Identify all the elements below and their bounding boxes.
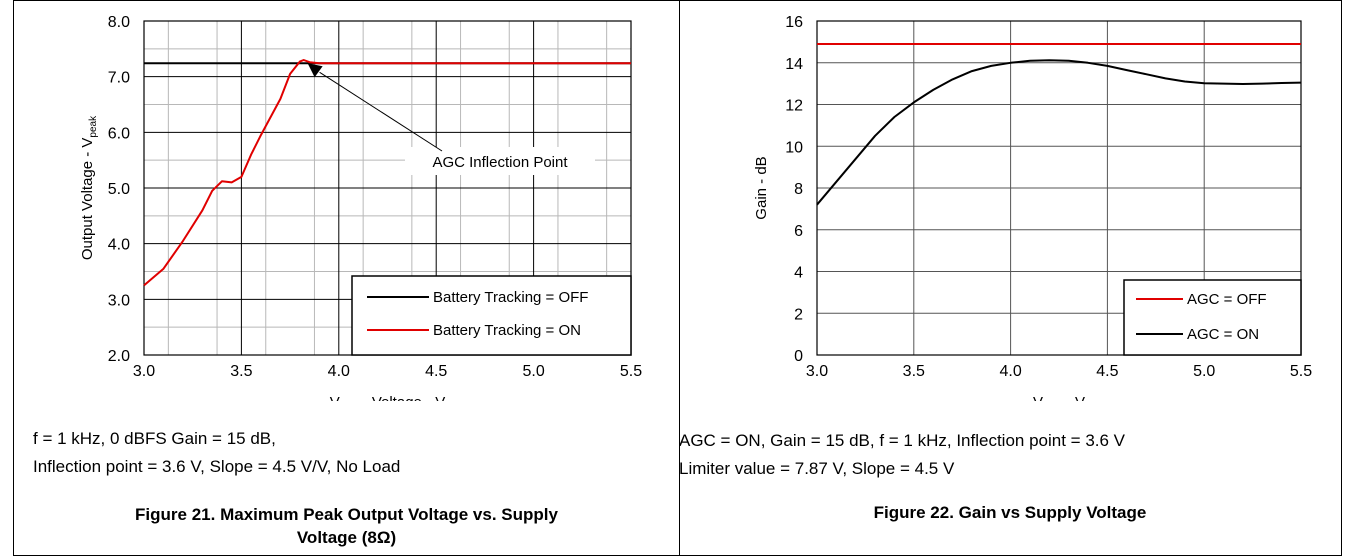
x-tick-label: 3.0: [133, 363, 155, 380]
annotation-leader: [319, 71, 443, 152]
y-tick-label: 8.0: [108, 14, 130, 31]
figure-21-conditions-line2: Inflection point = 3.6 V, Slope = 4.5 V/…: [33, 457, 401, 476]
chart-gain: 3.0 3.5 4.0 4.5 5.0 5.5 0 2 4 6 8 10 12 14 16 VBAT - V G…: [753, 14, 1312, 401]
x-tick-label: 4.0: [328, 363, 350, 380]
y-tick-label: 6.0: [108, 125, 130, 142]
y-tick-label: 12: [785, 98, 803, 115]
x-tick-label: 3.5: [230, 363, 252, 380]
x-tick-label: 5.5: [620, 363, 642, 380]
legend-label-1: AGC = OFF: [1187, 291, 1267, 308]
y-axis-label: Output Voltage - Vpeak: [79, 115, 99, 260]
y-tick-label: 4: [794, 265, 803, 282]
legend-box: [1123, 279, 1302, 356]
figure-21-panel: 3.03.54.04.55.05.52.03.04.05.06.07.08.0V…: [13, 0, 680, 556]
y-tick-label: 16: [785, 14, 803, 31]
y-tick-label: 6: [794, 223, 803, 240]
figure-22-caption: Figure 22. Gain vs Supply Voltage: [873, 503, 1147, 522]
legend-label-1: Battery Tracking = OFF: [433, 289, 588, 306]
figure-22-conditions-line1: AGC = ON, Gain = 15 dB, f = 1 kHz, Infle…: [679, 431, 1126, 450]
x-tick-label: 4.5: [1096, 363, 1118, 380]
y-tick-label: 2.0: [108, 348, 130, 365]
x-tick-label: 5.0: [522, 363, 544, 380]
series-line-2: [816, 59, 1302, 206]
figure-21-caption-line1: Figure 21. Maximum Peak Output Voltage v…: [135, 505, 558, 524]
series-line-2: [143, 59, 631, 287]
x-axis-label: VBAT - Voltage - V: [330, 394, 445, 401]
chart-output-voltage: 3.03.54.04.55.05.52.03.04.05.06.07.08.0V…: [79, 14, 642, 401]
y-tick-label: 7.0: [108, 70, 130, 87]
y-tick-label: 2: [794, 306, 803, 323]
annotation-arrowhead: [307, 63, 323, 78]
y-axis-label: Gain - dB: [753, 156, 770, 219]
y-tick-label: 10: [785, 139, 803, 156]
annotation-background: [405, 147, 595, 175]
y-tick-label: 0: [794, 348, 803, 365]
annotation-label: AGC Inflection Point: [432, 154, 568, 171]
legend-label-2: AGC = ON: [1187, 326, 1259, 343]
y-tick-label: 8: [794, 181, 803, 198]
figure-21-caption-line2: Voltage (8Ω): [296, 528, 397, 547]
legend-label-2: Battery Tracking = ON: [433, 322, 581, 339]
x-tick-label: 4.5: [425, 363, 447, 380]
figure-22-conditions-line2: Limiter value = 7.87 V, Slope = 4.5 V: [679, 459, 955, 478]
y-tick-label: 5.0: [108, 181, 130, 198]
plot-frame: [816, 20, 1302, 356]
y-tick-label: 4.0: [108, 237, 130, 254]
x-tick-label: 4.0: [999, 363, 1021, 380]
x-tick-label: 5.5: [1290, 363, 1312, 380]
y-tick-label: 14: [785, 56, 803, 73]
legend-box: [351, 275, 632, 356]
figure-22-panel: 3.0 3.5 4.0 4.5 5.0 5.5 0 2 4 6 8 10 12 14 16 VBAT - V G…: [679, 0, 1342, 556]
x-tick-label: 3.5: [903, 363, 925, 380]
figure-21-caption: Figure 21. Maximum Peak Output Voltage v…: [14, 503, 679, 549]
y-tick-label: 3.0: [108, 292, 130, 309]
x-axis-label: VBAT - V: [1033, 394, 1085, 401]
figure-21-conditions-line1: f = 1 kHz, 0 dBFS Gain = 15 dB,: [33, 429, 276, 448]
x-tick-label: 3.0: [806, 363, 828, 380]
x-tick-label: 5.0: [1193, 363, 1215, 380]
